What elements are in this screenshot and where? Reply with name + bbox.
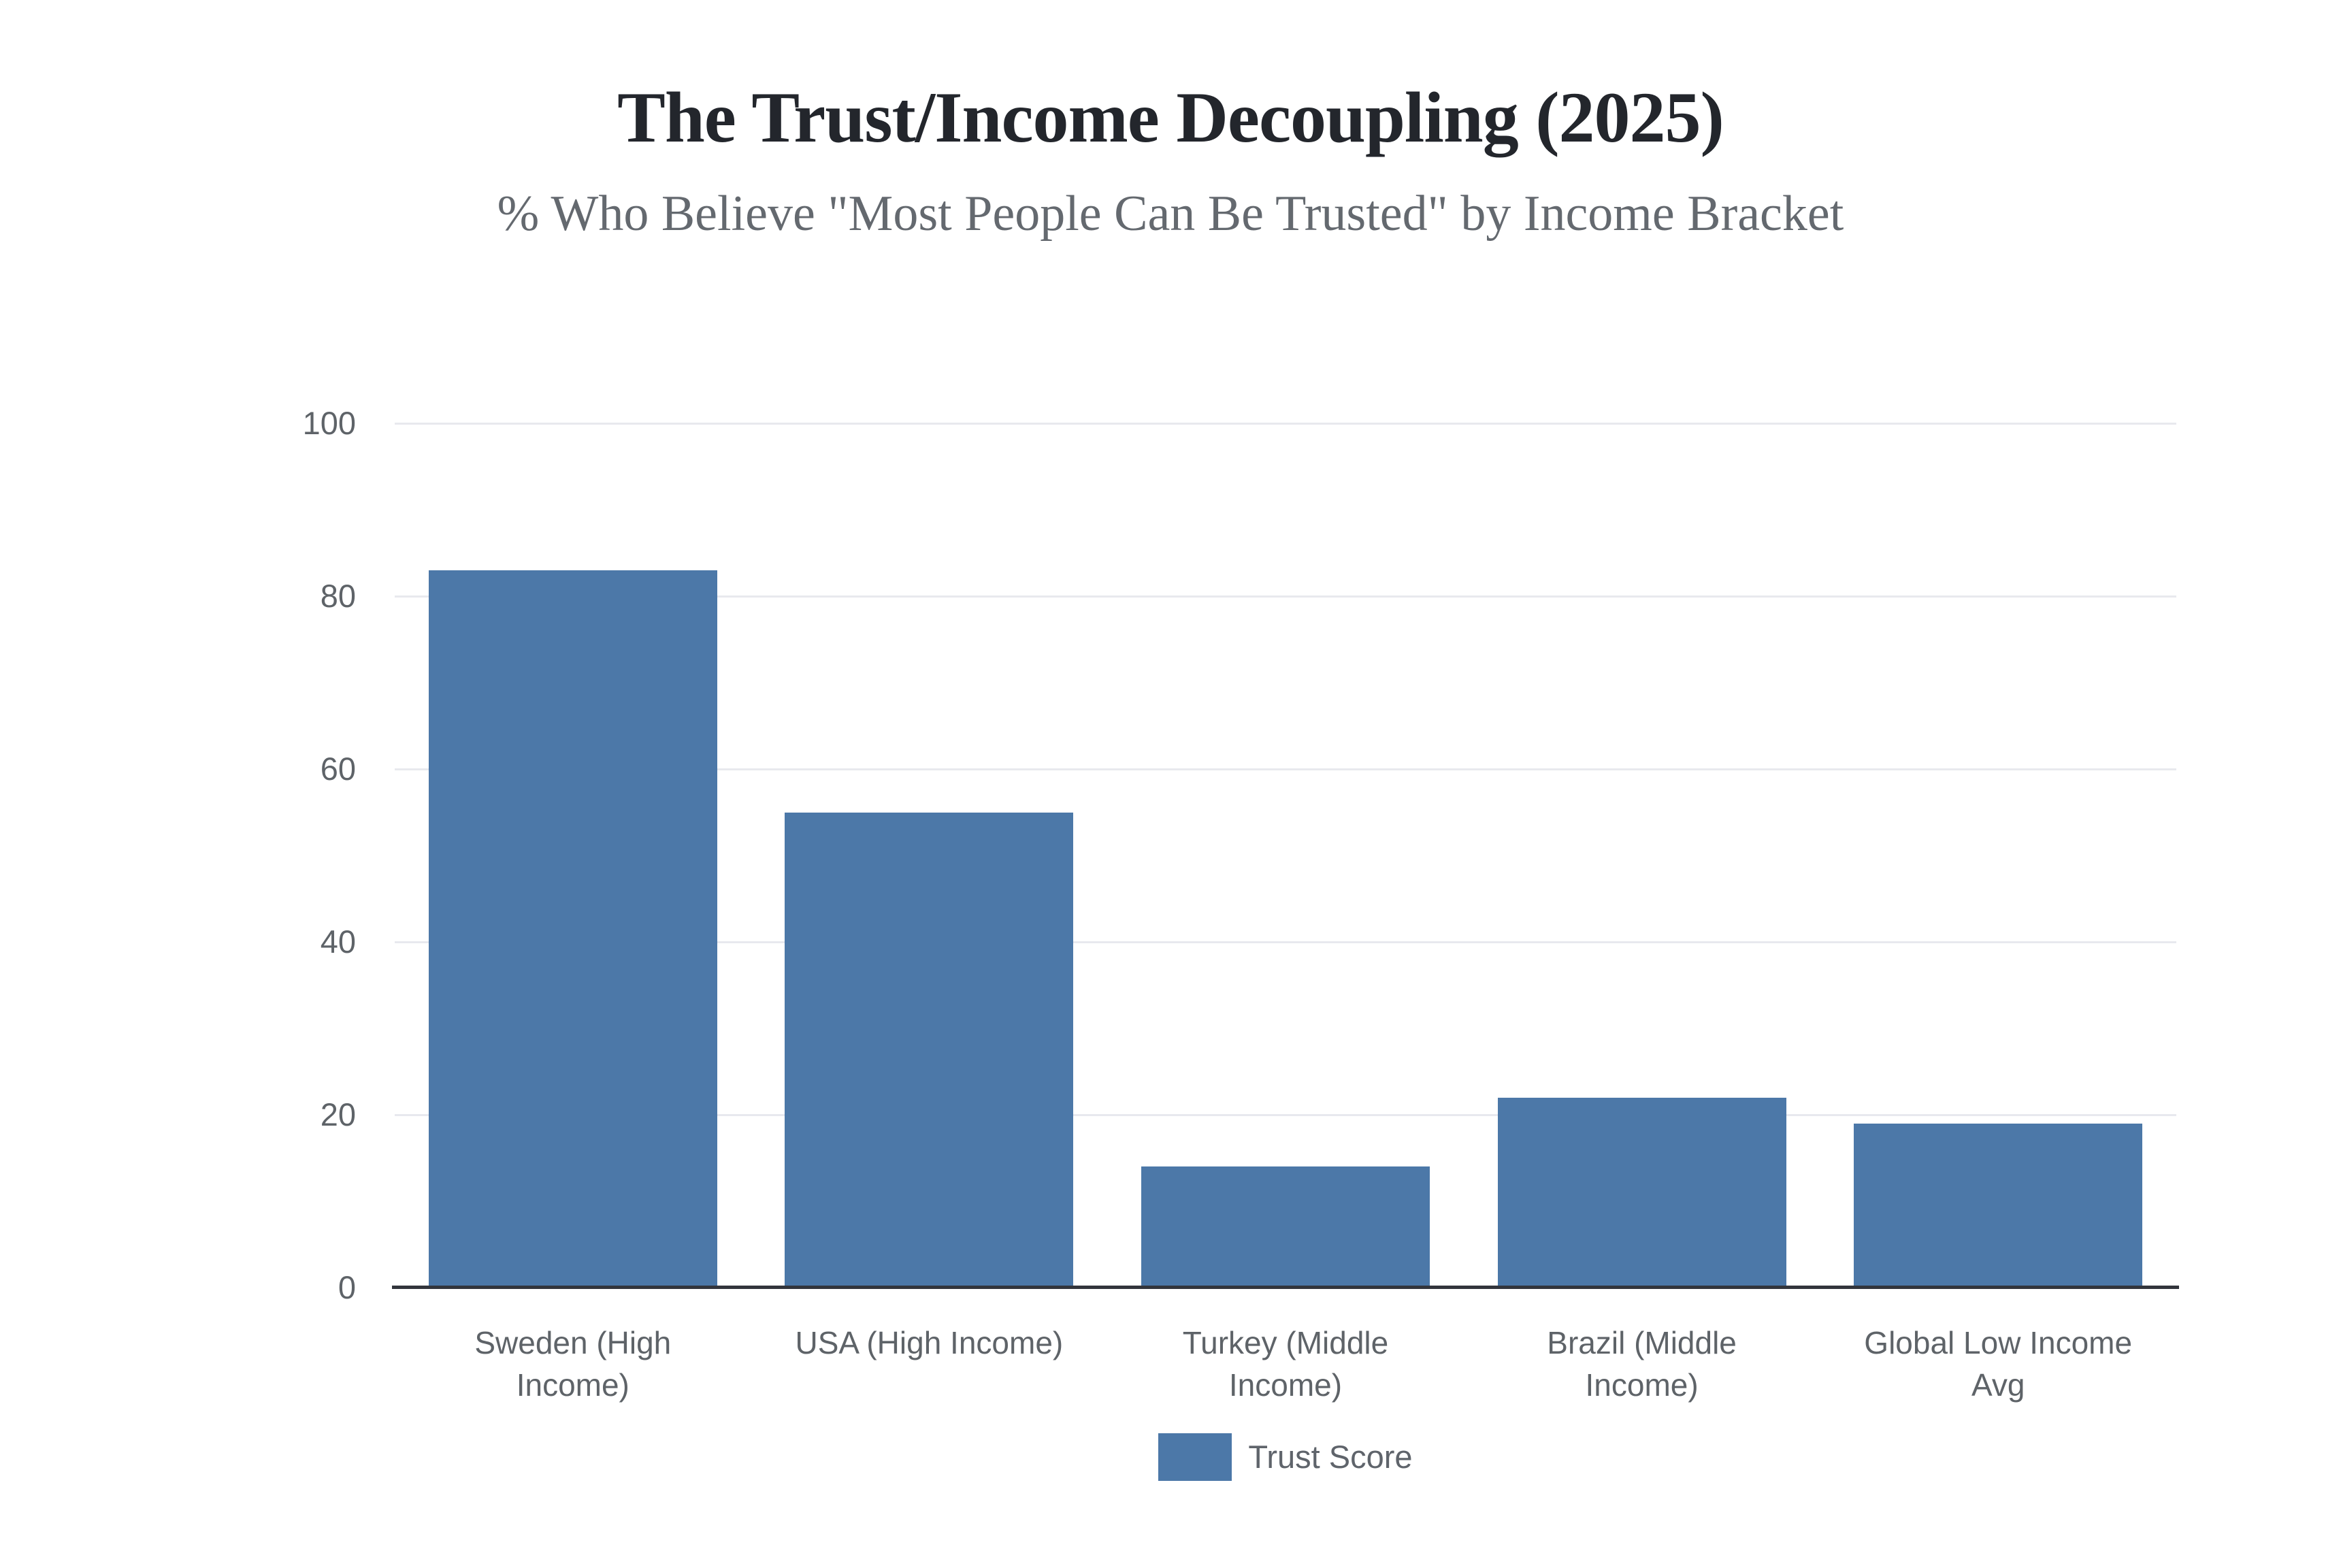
bar-usa-high-income[interactable] xyxy=(785,812,1073,1288)
x-axis: Sweden (High Income) USA (High Income) Tur… xyxy=(395,1322,2176,1471)
gridline-y-60 xyxy=(395,768,2176,770)
bar-turkey-middle-income[interactable] xyxy=(1141,1166,1430,1288)
y-tick-label-0: 0 xyxy=(338,1269,356,1305)
x-tick-label-turkey-middle-income: Turkey (Middle Income) xyxy=(1182,1325,1389,1403)
gridline-y-20 xyxy=(395,1113,2176,1116)
bar-brazil-middle-income[interactable] xyxy=(1498,1097,1786,1288)
x-tick-label-brazil-middle-income: Brazil (Middle Income) xyxy=(1547,1325,1737,1403)
y-tick-label-100: 100 xyxy=(302,405,356,441)
x-tick-label-global-low-income-avg: Global Low Income Avg xyxy=(1864,1325,2133,1403)
y-tick-label-60: 60 xyxy=(320,751,356,787)
x-axis-line xyxy=(392,1286,2179,1289)
x-tick-label-sweden-high-income: Sweden (High Income) xyxy=(474,1325,672,1403)
y-axis: 0 20 40 60 80 100 xyxy=(0,405,356,1305)
bar-sweden-high-income[interactable] xyxy=(429,570,717,1288)
legend: Trust Score xyxy=(395,1433,2176,1481)
legend-item-trust-score[interactable]: Trust Score xyxy=(1158,1433,1413,1481)
chart-title: The Trust/Income Decoupling (2025) xyxy=(617,78,1724,157)
chart-subtitle: % Who Believe "Most People Can Be Truste… xyxy=(497,186,1844,242)
gridline-y-40 xyxy=(395,941,2176,943)
y-tick-label-20: 20 xyxy=(320,1096,356,1132)
legend-label: Trust Score xyxy=(1248,1439,1413,1475)
legend-swatch-icon xyxy=(1158,1433,1232,1481)
gridline-y-100 xyxy=(395,422,2176,425)
x-tick-label-usa-high-income: USA (High Income) xyxy=(795,1325,1064,1360)
gridline-y-80 xyxy=(395,595,2176,598)
bar-global-low-income-avg[interactable] xyxy=(1854,1123,2142,1288)
plot-area xyxy=(392,422,2179,1289)
y-tick-label-80: 80 xyxy=(320,578,356,614)
y-tick-label-40: 40 xyxy=(320,924,356,960)
